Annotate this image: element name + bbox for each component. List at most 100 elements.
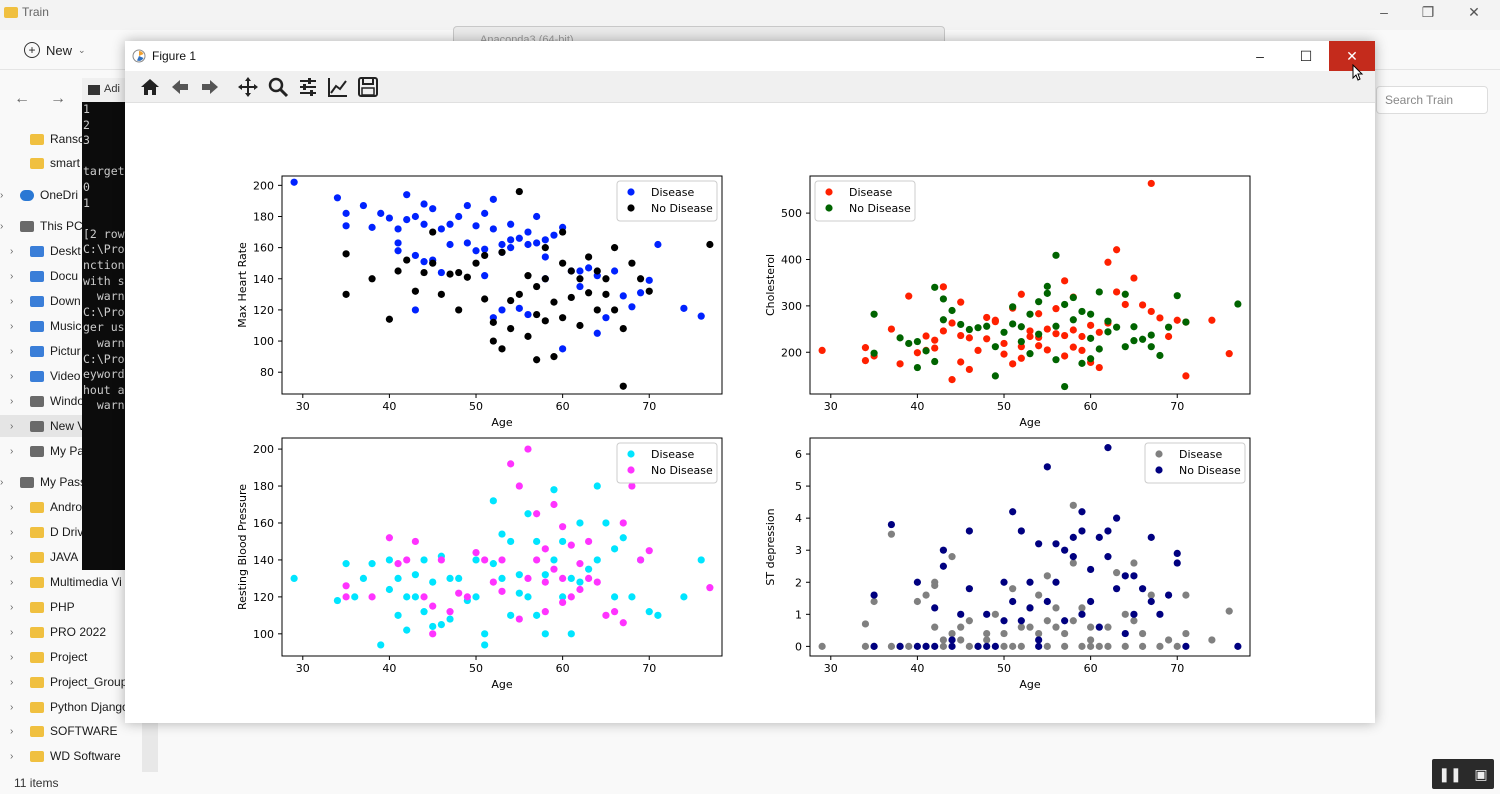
home-icon[interactable] bbox=[137, 74, 163, 100]
chevron-icon[interactable]: › bbox=[0, 189, 4, 201]
data-point bbox=[559, 574, 567, 583]
chevron-icon[interactable]: › bbox=[10, 445, 14, 457]
forward-arrow-icon[interactable]: → bbox=[50, 90, 66, 107]
sidebar-item[interactable]: smart bbox=[0, 152, 130, 174]
forward-icon[interactable] bbox=[197, 74, 223, 100]
data-point bbox=[411, 593, 419, 601]
chevron-icon[interactable]: › bbox=[10, 345, 14, 357]
sidebar-item[interactable]: › Pictur bbox=[0, 340, 130, 362]
data-point bbox=[1147, 597, 1155, 606]
chevron-icon[interactable]: › bbox=[10, 320, 14, 332]
sidebar-item[interactable]: › PHP bbox=[0, 596, 130, 618]
sidebar-item[interactable]: › PRO 2022 bbox=[0, 621, 130, 643]
sidebar-item[interactable]: Ranso bbox=[0, 128, 130, 150]
data-point bbox=[394, 247, 402, 255]
chevron-icon[interactable]: › bbox=[0, 476, 4, 488]
back-icon[interactable] bbox=[167, 74, 193, 100]
data-point bbox=[983, 313, 991, 322]
sidebar-item[interactable]: › Down bbox=[0, 290, 130, 312]
configure-subplots-icon[interactable] bbox=[295, 74, 321, 100]
chevron-icon[interactable]: › bbox=[10, 420, 14, 432]
restore-icon[interactable]: ❐ bbox=[1421, 4, 1435, 20]
data-point bbox=[1052, 623, 1060, 631]
chevron-icon[interactable]: › bbox=[10, 295, 14, 307]
data-point bbox=[403, 593, 411, 601]
legend-marker bbox=[825, 204, 833, 212]
minimize-icon[interactable]: – bbox=[1380, 4, 1388, 20]
sidebar-item[interactable]: › My Pa bbox=[0, 440, 130, 462]
chevron-icon[interactable]: › bbox=[10, 601, 14, 613]
data-point bbox=[403, 191, 411, 199]
data-point bbox=[1061, 546, 1069, 554]
sidebar-item[interactable]: › Deskt bbox=[0, 240, 130, 262]
chevron-icon[interactable]: › bbox=[10, 245, 14, 257]
chevron-icon[interactable]: › bbox=[10, 701, 14, 713]
data-point bbox=[377, 209, 385, 217]
sidebar-item[interactable]: › Project bbox=[0, 646, 130, 668]
close-icon[interactable]: ✕ bbox=[1468, 4, 1480, 20]
data-point bbox=[411, 287, 419, 295]
sidebar-item[interactable]: › Project_Group bbox=[0, 671, 130, 693]
sidebar-item[interactable]: › Multimedia Vi bbox=[0, 571, 130, 593]
sidebar-item[interactable]: › JAVA bbox=[0, 546, 130, 568]
chevron-icon[interactable]: › bbox=[10, 270, 14, 282]
data-point bbox=[1164, 323, 1173, 331]
back-arrow-icon[interactable]: ← bbox=[14, 90, 30, 107]
sidebar-item[interactable]: › Docu bbox=[0, 265, 130, 287]
chevron-icon[interactable]: › bbox=[10, 725, 14, 737]
data-point bbox=[913, 337, 922, 346]
folder-icon bbox=[30, 526, 44, 538]
save-icon[interactable] bbox=[355, 74, 381, 100]
chevron-icon[interactable]: › bbox=[10, 370, 14, 382]
sidebar-item[interactable]: › Python Django bbox=[0, 696, 130, 718]
screen-icon[interactable]: ▣ bbox=[1474, 765, 1488, 782]
edit-axis-icon[interactable] bbox=[325, 74, 351, 100]
chevron-icon[interactable]: › bbox=[10, 395, 14, 407]
chevron-icon[interactable]: › bbox=[10, 526, 14, 538]
chevron-icon[interactable]: › bbox=[10, 750, 14, 762]
data-point bbox=[515, 571, 523, 579]
sidebar-item[interactable]: › My Pass bbox=[0, 471, 130, 493]
zoom-icon[interactable] bbox=[265, 74, 291, 100]
chevron-icon[interactable]: › bbox=[10, 651, 14, 663]
sidebar-item[interactable]: › This PC bbox=[0, 215, 130, 237]
sidebar-item[interactable]: › Video bbox=[0, 365, 130, 387]
data-point bbox=[1078, 307, 1086, 316]
data-point bbox=[957, 298, 965, 306]
minimize-icon[interactable]: – bbox=[1256, 48, 1264, 64]
data-point bbox=[1078, 346, 1086, 354]
chevron-icon[interactable]: › bbox=[0, 220, 4, 232]
sidebar-item[interactable]: › Music bbox=[0, 315, 130, 337]
chevron-icon[interactable]: › bbox=[10, 576, 14, 588]
chevron-icon[interactable]: › bbox=[10, 626, 14, 638]
scrollbar[interactable] bbox=[142, 720, 158, 772]
pause-icon[interactable]: ❚❚ bbox=[1438, 765, 1462, 782]
sidebar-item[interactable]: › Windo bbox=[0, 390, 130, 412]
sidebar-item[interactable]: › WD Software bbox=[0, 745, 130, 767]
data-point bbox=[498, 574, 506, 583]
chevron-icon[interactable]: › bbox=[10, 501, 14, 513]
new-button[interactable]: + New ⌄ bbox=[16, 38, 94, 62]
sidebar-item[interactable]: › OneDri bbox=[0, 184, 130, 206]
chevron-icon[interactable]: › bbox=[10, 551, 14, 563]
maximize-icon[interactable]: ☐ bbox=[1299, 47, 1313, 64]
recording-controls[interactable]: ❚❚ ▣ bbox=[1432, 759, 1494, 789]
data-point bbox=[905, 339, 913, 348]
data-point bbox=[1095, 328, 1103, 336]
figure-toolbar bbox=[125, 71, 1375, 103]
close-icon[interactable]: ✕ bbox=[1329, 41, 1375, 71]
pan-icon[interactable] bbox=[235, 74, 261, 100]
sidebar-item[interactable]: › Andro bbox=[0, 496, 130, 518]
data-point bbox=[861, 344, 870, 352]
data-point bbox=[861, 357, 870, 365]
data-point bbox=[593, 267, 601, 275]
chevron-icon[interactable]: › bbox=[10, 676, 14, 688]
console-line: target bbox=[83, 164, 125, 179]
sidebar-item[interactable]: › D Driv bbox=[0, 521, 130, 543]
sidebar-item[interactable]: › SOFTWARE bbox=[0, 720, 130, 742]
data-point bbox=[1000, 629, 1008, 638]
search-input[interactable]: Search Train bbox=[1376, 86, 1488, 114]
data-point bbox=[1147, 307, 1155, 316]
data-point bbox=[455, 306, 463, 314]
